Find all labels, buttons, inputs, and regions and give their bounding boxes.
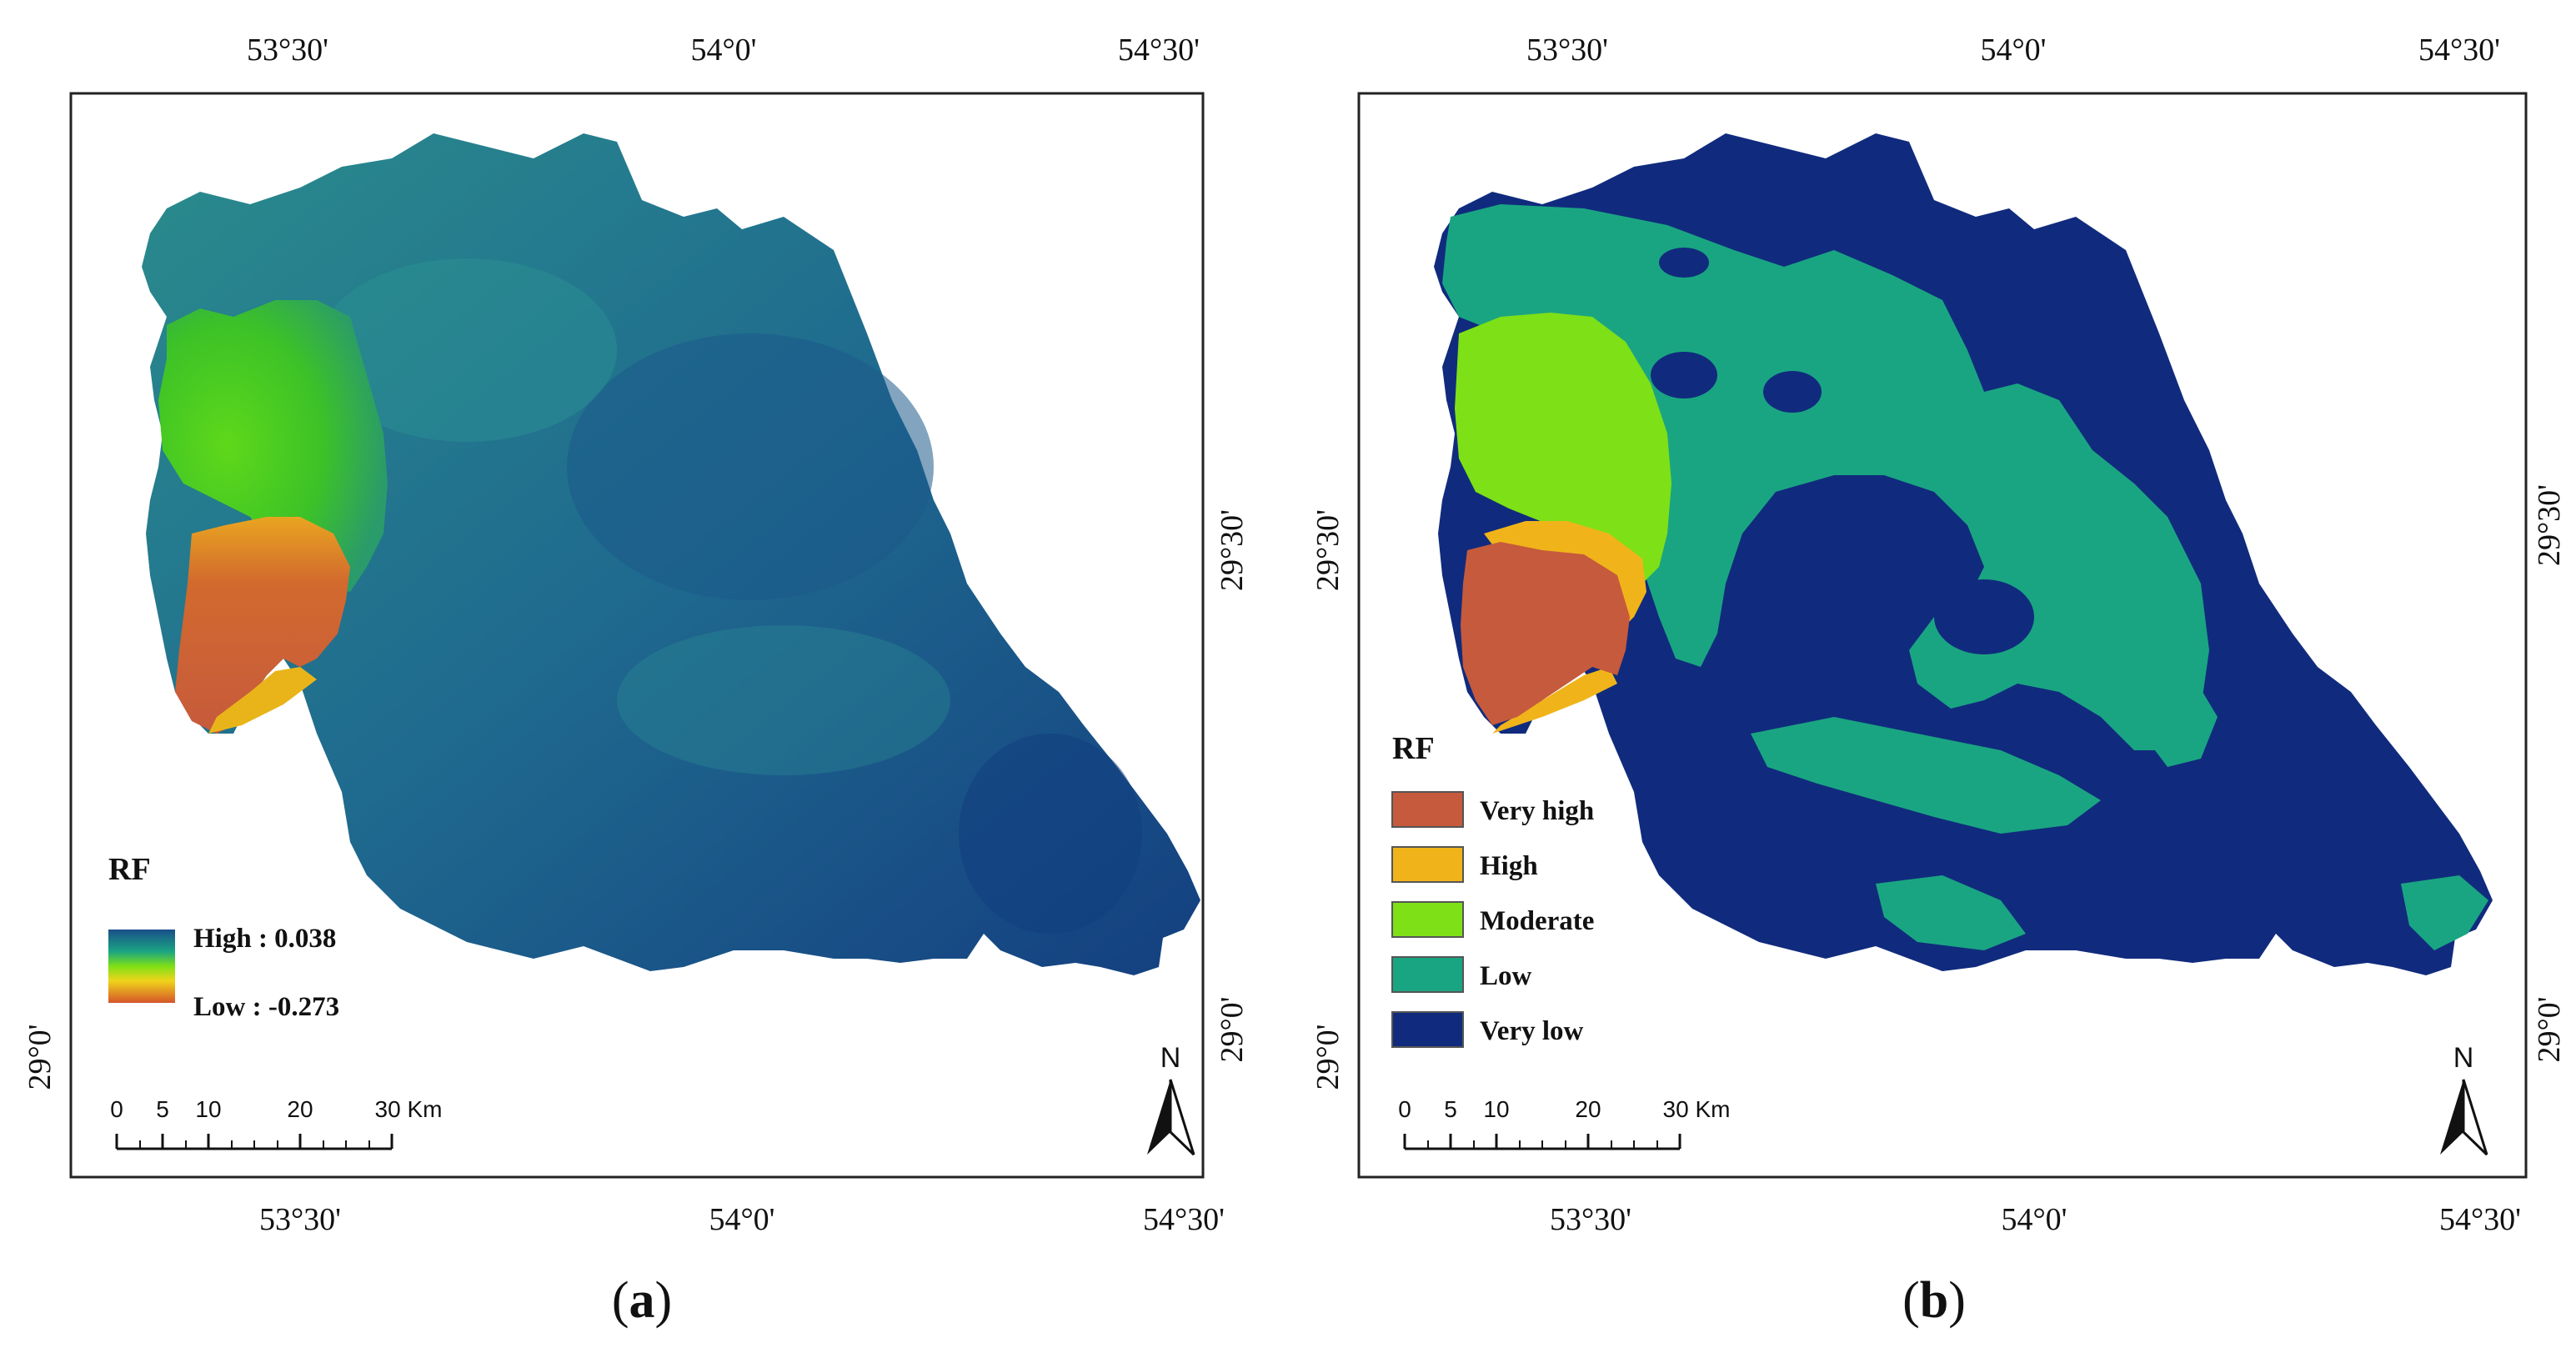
teal-patch — [617, 625, 950, 775]
bottom-tick-label: 53°30' — [259, 1202, 341, 1237]
left-tick-label: 29°0' — [23, 1024, 58, 1090]
scale-label: 5 — [156, 1096, 169, 1122]
legend-low-label: Low : -0.273 — [193, 992, 339, 1022]
legend-title: RF — [1392, 731, 1435, 766]
panel-label-b: (b) — [1902, 1272, 1966, 1329]
left-tick-label: 29°0' — [1311, 1024, 1346, 1090]
top-tick-label: 54°30' — [1118, 33, 1200, 68]
legend-entry: Very low — [1391, 1011, 1584, 1048]
low-class-region — [1751, 717, 2101, 834]
scale-label: 5 — [1444, 1096, 1457, 1122]
dark-patch — [959, 734, 1142, 934]
panel-label-a: (a) — [612, 1272, 672, 1329]
low-center — [567, 333, 934, 600]
right-tick-label: 29°30' — [1215, 509, 1250, 591]
legend-high-label: High : 0.038 — [193, 924, 336, 954]
north-arrow-icon: N — [2440, 1042, 2488, 1156]
right-tick-label: 29°30' — [2532, 484, 2567, 566]
legend-swatch — [1391, 956, 1464, 993]
right-tick-label: 29°0' — [2532, 996, 2567, 1062]
panel-b: 53°30' 54°0' 54°30' 53°30' 54°0' 54°30' … — [1311, 33, 2567, 1329]
north-label: N — [1160, 1042, 1181, 1074]
low-class-region — [1876, 875, 2026, 950]
legend-label: Very low — [1480, 1016, 1584, 1046]
very-low-patch — [1763, 371, 1822, 413]
legend-swatch — [1391, 846, 1464, 883]
high-zone-tail — [208, 667, 317, 734]
legend-label: High — [1480, 851, 1538, 881]
very-high-zone — [175, 517, 350, 734]
scale-label: 10 — [195, 1096, 221, 1122]
legend-title: RF — [108, 852, 151, 887]
north-label: N — [2453, 1042, 2474, 1074]
top-tick-label: 53°30' — [1526, 33, 1608, 68]
legend-swatch — [1391, 791, 1464, 828]
scale-label: 0 — [1398, 1096, 1411, 1122]
scale-label: 20 — [1575, 1096, 1601, 1122]
legend-entry: Low — [1391, 956, 1532, 993]
legend-swatch — [1391, 901, 1464, 938]
north-arrow-icon: N — [1147, 1042, 1195, 1156]
top-tick-label: 54°0' — [690, 33, 756, 68]
very-low-patch — [1651, 352, 1717, 398]
moderate-class-region — [1455, 313, 1671, 584]
legend-entry: Very high — [1391, 791, 1594, 828]
scale-label: 20 — [287, 1096, 313, 1122]
very-low-patch — [1659, 248, 1709, 278]
scale-label: 30 Km — [375, 1096, 443, 1122]
legend-label: Moderate — [1480, 906, 1594, 936]
bottom-tick-label: 54°30' — [2439, 1202, 2521, 1237]
top-tick-label: 54°0' — [1980, 33, 2046, 68]
very-high-class-region — [1461, 542, 1630, 725]
right-tick-label: 29°0' — [1215, 996, 1250, 1062]
teal-patch — [317, 258, 617, 442]
scale-bar: 0 5 10 20 30 Km — [110, 1096, 443, 1150]
top-tick-label: 54°30' — [2418, 33, 2500, 68]
low-class-region — [2401, 875, 2488, 950]
legend-entry: High — [1391, 846, 1538, 883]
scale-label: 0 — [110, 1096, 123, 1122]
legend-swatch — [1391, 1011, 1464, 1048]
scale-bar: 0 5 10 20 30 Km — [1398, 1096, 1731, 1150]
low-class-region — [2134, 675, 2218, 767]
moderate-zone — [158, 300, 388, 592]
top-tick-label: 53°30' — [247, 33, 328, 68]
bottom-tick-label: 54°30' — [1143, 1202, 1225, 1237]
bottom-tick-label: 54°0' — [2001, 1202, 2067, 1237]
very-low-patch — [1934, 579, 2034, 654]
bottom-tick-label: 54°0' — [709, 1202, 774, 1237]
scale-label: 10 — [1483, 1096, 1509, 1122]
high-class-region — [1492, 667, 1617, 734]
legend-entry: Moderate — [1391, 901, 1594, 938]
left-tick-label: 29°30' — [1311, 509, 1346, 591]
scale-label: 30 Km — [1663, 1096, 1731, 1122]
legend-label: Low — [1480, 961, 1532, 991]
bottom-tick-label: 53°30' — [1550, 1202, 1631, 1237]
legend-color-ramp — [108, 930, 175, 1003]
panel-a: 53°30' 54°0' 54°30' 53°30' 54°0' 54°30' … — [23, 33, 1250, 1329]
legend-label: Very high — [1480, 796, 1594, 826]
